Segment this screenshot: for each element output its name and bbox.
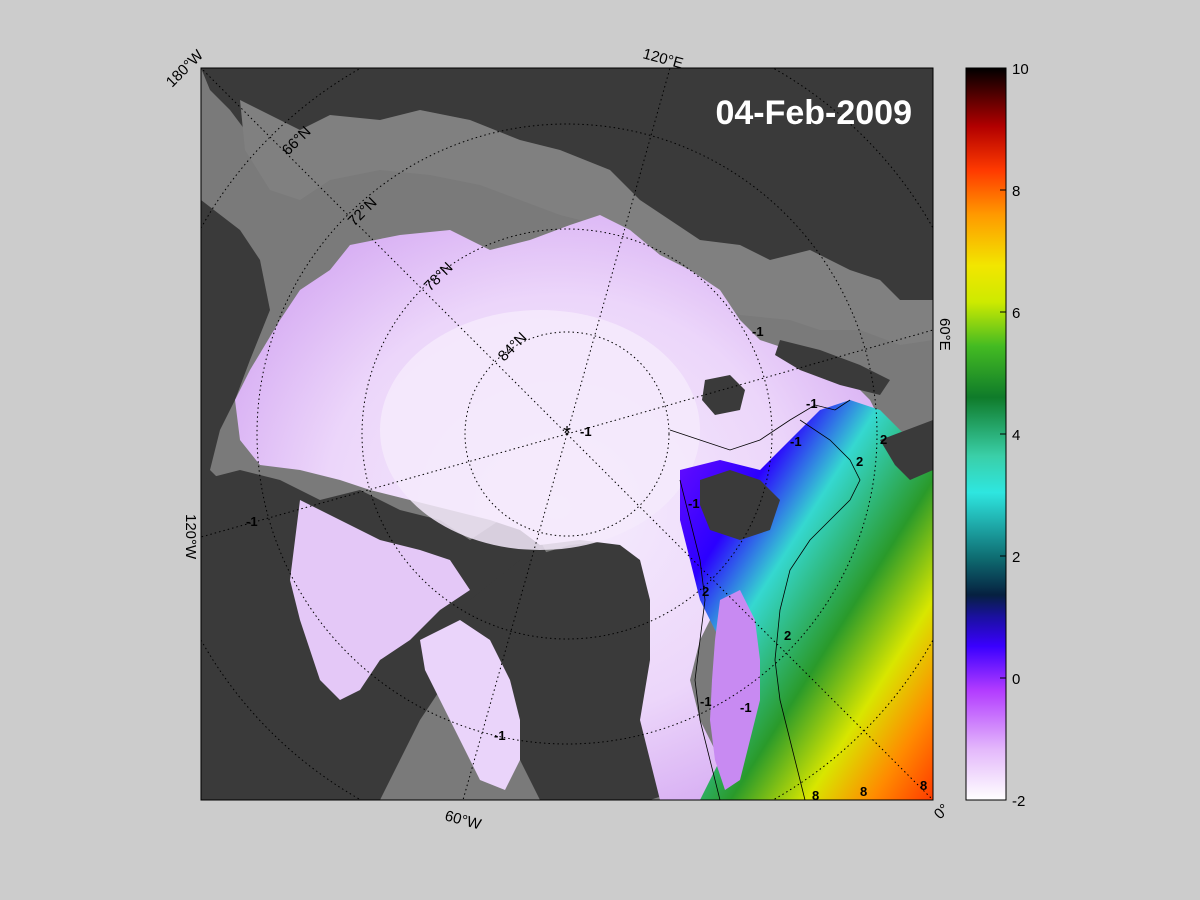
contour-label-group: -1 -1 -1 -1 -1 -1 -1 -1 -1 2 2 2 2 8 8 8 [246,324,927,803]
contour-label: -1 [740,700,752,715]
date-label: 04-Feb-2009 [715,94,912,132]
colorbar-label-4: 4 [1012,427,1020,444]
land-svalbard [700,470,780,540]
colorbar-label-2: 2 [1012,549,1020,566]
meridian-120W [201,433,568,538]
land-novaya-zemlya [775,340,890,395]
contour-label: 8 [812,788,819,803]
graticule [201,68,933,800]
shelf-sea-siberia [240,100,933,345]
contour-label: -1 [580,424,592,439]
land-alaska [201,200,270,500]
colorbar-label-minus2: -2 [1012,793,1025,810]
contours [669,399,861,800]
colorbar-label-6: 6 [1012,305,1020,322]
meridian-60W [462,433,568,800]
contour-2 [774,419,861,800]
lon-label-60W: 60°W [443,807,484,833]
colorbar-label-0: 0 [1012,671,1020,688]
meridian-180 [201,68,568,435]
lat-circle-78 [361,228,773,640]
east-greenland-ice [710,590,760,790]
map-area: * 04-Feb-2009 66°N 72°N 78°N 84°N -1 -1 … [201,68,933,803]
colorbar-label-8: 8 [1012,183,1020,200]
contour-label: 8 [860,784,867,799]
contour-label: 2 [856,454,863,469]
contour-label: 2 [880,432,887,447]
baffin-ice [420,620,520,790]
colorbar-gradient [965,67,1007,801]
contour-label: -1 [700,694,712,709]
archipelago-ice [290,500,470,700]
contour-label: -1 [494,728,506,743]
lon-label-60E: 60°E [936,318,953,351]
contour-label: -1 [790,434,802,449]
lon-label-120W: 120°W [182,514,199,560]
pole-marker: * [563,423,571,445]
land-scandinavia [880,420,933,480]
contour-label: 2 [784,628,791,643]
contour-minus1-b [679,479,721,800]
contour-label: 2 [702,584,709,599]
colorbar-ticks [1000,67,1006,801]
meridian-120E [566,68,671,435]
sea-ice-center [380,310,700,550]
lat-circle-84 [464,331,670,537]
contour-label: -1 [246,514,258,529]
lon-label-0: 0° [931,801,953,823]
colorbar-label-10: 10 [1012,61,1029,78]
contour-label: -1 [752,324,764,339]
contour-label: 8 [920,778,927,793]
meridian-0 [566,433,933,800]
contour-label: -1 [688,496,700,511]
colorbar: 10 8 6 4 2 0 -2 [965,61,1029,810]
land-franz-josef [702,375,745,415]
contour-minus1 [669,399,851,451]
meridian-60E [566,329,933,435]
lat-circle-72 [256,123,878,745]
map-border [200,67,934,801]
contour-label: -1 [806,396,818,411]
